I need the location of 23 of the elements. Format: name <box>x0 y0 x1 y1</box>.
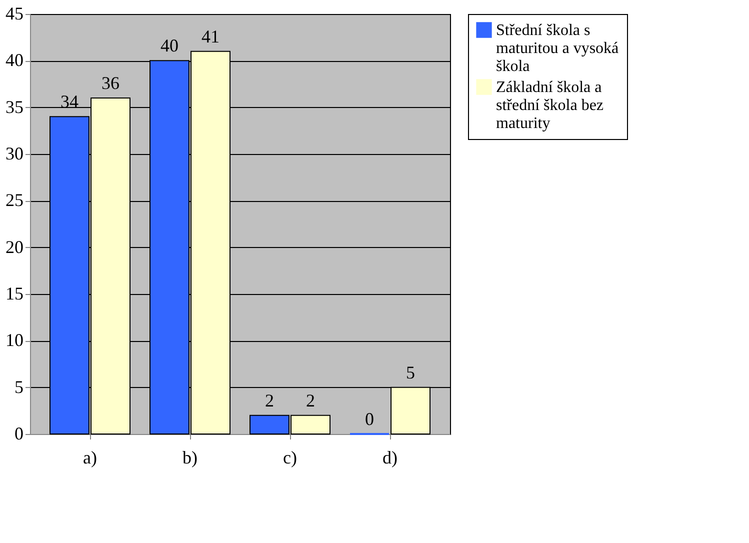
legend-label: Základní škola a střední škola bez maturity <box>496 79 604 132</box>
y-tick-label: 40 <box>6 50 24 70</box>
y-tick-label: 35 <box>6 96 24 117</box>
y-tick-label: 0 <box>14 424 24 444</box>
y-tick-label: 5 <box>14 376 24 397</box>
x-tick-label: d) <box>382 448 398 468</box>
y-tick-label: 10 <box>6 330 24 350</box>
data-label: 40 <box>160 36 178 56</box>
x-tick-label: a) <box>83 448 97 468</box>
data-label: 2 <box>264 390 274 410</box>
y-tick-label: 15 <box>6 284 24 304</box>
data-label: 2 <box>306 390 316 410</box>
data-label: 36 <box>102 73 120 93</box>
x-tick-label: c) <box>283 448 297 468</box>
data-label: 0 <box>364 409 374 429</box>
legend-label: Střední škola s maturitou a vysoká škola <box>496 22 619 75</box>
x-tick-label: b) <box>182 448 198 468</box>
y-tick-label: 20 <box>6 236 24 257</box>
y-tick-label: 25 <box>6 190 24 210</box>
y-tick-label: 30 <box>6 144 24 164</box>
data-label: 41 <box>202 26 220 46</box>
data-label: 5 <box>406 362 416 382</box>
y-tick-label: 45 <box>6 4 24 24</box>
